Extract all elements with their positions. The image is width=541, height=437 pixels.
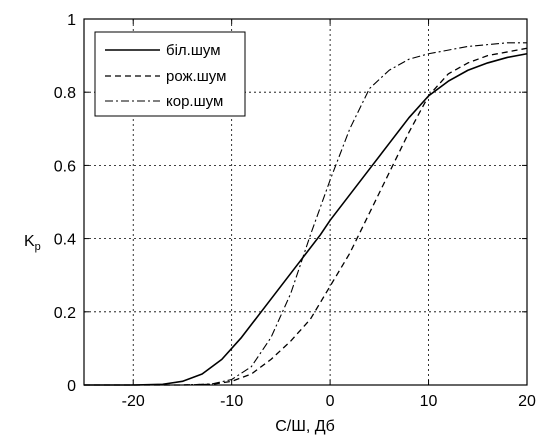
y-axis-label-sub: p [35,241,41,253]
series-group [84,42,528,386]
legend: біл.шум рож.шум кор.шум [94,31,246,117]
x-tick-label: -20 [122,393,145,410]
series-line-2 [84,42,527,386]
x-tick-label: -10 [220,393,243,410]
y-tick-label: 0.6 [54,158,76,175]
legend-label-1: рож.шум [166,68,226,85]
x-tick-label: 10 [420,393,438,410]
x-tick-label: 20 [518,393,536,410]
y-tick-label: 1 [67,12,76,29]
y-tick-label: 0.4 [54,232,76,249]
ticks [84,18,528,386]
y-tick-label: 0.2 [54,305,76,322]
legend-box [94,31,246,117]
plot-frame [83,18,528,386]
tick-labels: -20 -10 0 10 20 0 0.2 0.4 0.6 0.8 1 [54,12,536,410]
legend-label-0: біл.шум [166,42,221,59]
x-tick-label: 0 [326,393,335,410]
y-axis-label-main: K [24,233,35,250]
y-axis-label: Kp [24,233,41,253]
y-tick-label: 0 [67,378,76,395]
series-line-0 [84,52,528,386]
x-axis-label: С/Ш, Дб [275,418,335,435]
y-tick-label: 0.8 [54,85,76,102]
legend-label-2: кор.шум [166,93,223,110]
series-line-1 [84,47,528,386]
